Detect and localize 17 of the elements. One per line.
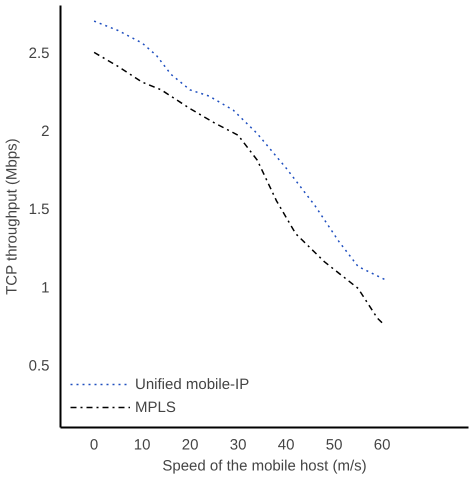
x-tick-label: 60 [374,436,390,454]
x-tick-label: 30 [230,436,246,454]
y-tick-label: 2.5 [28,44,50,62]
y-tick-label: 1 [41,279,50,296]
y-tick-label: 2 [41,123,50,140]
legend-label: Unified mobile-IP [135,376,250,392]
x-tick-label: 0 [90,436,98,454]
x-tick-label: 10 [134,436,150,454]
legend-label: MPLS [135,398,176,416]
y-axis-title: TCP throughput (Mbps) [4,138,21,295]
x-tick-label: 50 [326,436,342,454]
x-tick-label: 40 [278,436,294,454]
y-tick-label: 0.5 [28,357,50,374]
x-tick-label: 20 [182,436,198,454]
x-axis-title: Speed of the mobile host (m/s) [162,458,367,474]
line-series [93,52,383,324]
y-tick-label: 1.5 [28,201,50,218]
